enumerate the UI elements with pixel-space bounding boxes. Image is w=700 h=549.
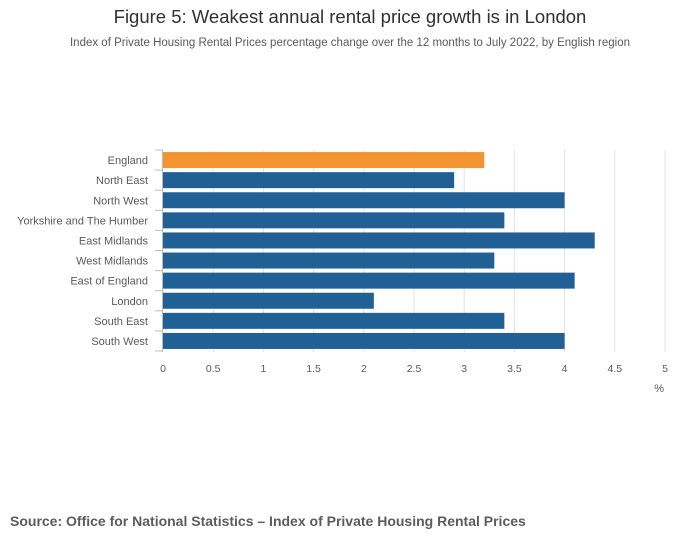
chart-subtitle: Index of Private Housing Rental Prices p…	[69, 37, 630, 49]
x-axis-label: %	[654, 383, 664, 395]
bar-england	[163, 152, 485, 169]
x-tick-label: 0	[160, 363, 166, 375]
y-category-label: East of England	[70, 276, 148, 288]
bar-north-east	[163, 172, 455, 189]
x-tick-label: 2.5	[407, 363, 422, 375]
y-category-label: Yorkshire and The Humber	[17, 215, 148, 227]
x-tick-label: 1.5	[306, 363, 321, 375]
bar-yorkshire-and-the-humber	[163, 212, 505, 229]
x-tick-label: 3	[461, 363, 467, 375]
bar-east-midlands	[163, 232, 595, 249]
x-tick-label: 5	[662, 363, 668, 375]
y-category-label: East Midlands	[79, 235, 149, 247]
bar-south-west	[163, 332, 565, 349]
x-tick-label: 4.5	[607, 363, 622, 375]
x-tick-label: 4	[562, 363, 568, 375]
y-category-label: North West	[93, 195, 148, 207]
bar-north-west	[163, 192, 565, 209]
x-tick-label: 1	[260, 363, 266, 375]
y-category-label: West Midlands	[76, 256, 148, 268]
y-category-label: England	[108, 155, 148, 167]
bar-east-of-england	[163, 272, 575, 289]
x-tick-label: 0.5	[206, 363, 221, 375]
y-category-label: North East	[96, 175, 148, 187]
x-tick-label: 2	[361, 363, 367, 375]
source-note: Source: Office for National Statistics –…	[10, 513, 526, 529]
y-category-label: South West	[91, 336, 148, 348]
bar-london	[163, 292, 374, 309]
x-tick-label: 3.5	[507, 363, 522, 375]
bar-west-midlands	[163, 252, 495, 269]
y-category-label: London	[111, 296, 148, 308]
bar-south-east	[163, 312, 505, 329]
chart-title: Figure 5: Weakest annual rental price gr…	[113, 6, 587, 27]
y-category-label: South East	[94, 316, 148, 328]
